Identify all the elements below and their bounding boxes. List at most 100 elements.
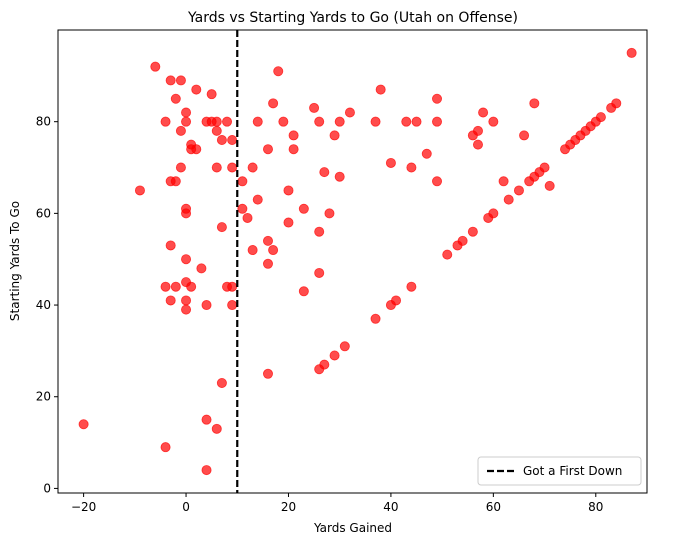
data-point: [626, 47, 637, 58]
data-point: [488, 208, 499, 219]
y-tick-label: 0: [43, 481, 51, 495]
data-point: [196, 263, 207, 274]
data-point: [181, 295, 192, 306]
data-point: [252, 116, 263, 127]
data-point: [211, 116, 222, 127]
data-point: [288, 130, 299, 141]
data-point: [432, 116, 443, 127]
data-point: [262, 235, 273, 246]
data-point: [237, 176, 248, 187]
data-point: [370, 313, 381, 324]
data-point: [216, 222, 227, 233]
y-tick-label: 20: [36, 390, 51, 404]
data-point: [319, 167, 330, 178]
data-point: [222, 116, 233, 127]
x-tick-label: 0: [182, 500, 190, 514]
data-point: [216, 377, 227, 388]
data-point: [268, 245, 279, 256]
data-point: [175, 162, 186, 173]
data-point: [78, 419, 89, 430]
legend-box: [477, 456, 642, 486]
data-point: [488, 116, 499, 127]
data-point: [432, 93, 443, 104]
data-point: [186, 281, 197, 292]
data-point: [227, 281, 238, 292]
data-point: [181, 304, 192, 315]
data-point: [191, 144, 202, 155]
data-point: [227, 135, 238, 146]
data-point: [519, 130, 530, 141]
data-point: [175, 75, 186, 86]
data-point: [227, 300, 238, 311]
data-point: [170, 93, 181, 104]
data-point: [467, 226, 478, 237]
data-point: [539, 162, 550, 173]
y-tick-label: 80: [36, 115, 51, 129]
data-point: [247, 245, 258, 256]
data-point: [324, 208, 335, 219]
data-point: [247, 162, 258, 173]
data-point: [457, 235, 468, 246]
data-point: [211, 162, 222, 173]
data-point: [160, 442, 171, 453]
data-point: [298, 286, 309, 297]
data-point: [211, 423, 222, 434]
data-point: [201, 300, 212, 311]
y-tick-label: 40: [36, 298, 51, 312]
data-point: [314, 267, 325, 278]
data-point: [329, 130, 340, 141]
x-tick-label: 40: [383, 500, 398, 514]
data-point: [175, 125, 186, 136]
data-point: [283, 217, 294, 228]
data-point: [472, 125, 483, 136]
data-point: [421, 148, 432, 159]
data-point: [595, 112, 606, 123]
data-point: [513, 185, 524, 196]
data-point: [370, 116, 381, 127]
data-point: [298, 203, 309, 214]
data-point: [242, 212, 253, 223]
data-point: [201, 414, 212, 425]
data-point: [278, 116, 289, 127]
data-point: [503, 194, 514, 205]
data-point: [206, 89, 217, 100]
data-point: [181, 116, 192, 127]
plot-area: [58, 30, 647, 493]
data-point: [216, 135, 227, 146]
data-point: [334, 171, 345, 182]
x-tick-label: 60: [486, 500, 501, 514]
y-axis-label: Starting Yards To Go: [8, 201, 22, 321]
data-point: [181, 254, 192, 265]
data-point: [160, 281, 171, 292]
data-point: [391, 295, 402, 306]
data-point: [252, 194, 263, 205]
data-point: [170, 281, 181, 292]
chart-title: Yards vs Starting Yards to Go (Utah on O…: [187, 10, 518, 26]
data-point: [314, 226, 325, 237]
data-point: [227, 162, 238, 173]
data-point: [309, 102, 320, 113]
data-point: [314, 116, 325, 127]
data-point: [478, 107, 489, 118]
data-point: [442, 249, 453, 260]
data-point: [165, 75, 176, 86]
data-point: [498, 176, 509, 187]
data-point: [401, 116, 412, 127]
data-point: [170, 176, 181, 187]
data-point: [406, 281, 417, 292]
y-axis-ticks: 0 20 40 60 80: [36, 115, 58, 495]
data-point: [432, 176, 443, 187]
x-axis-label: Yards Gained: [313, 521, 392, 535]
data-point: [472, 139, 483, 150]
data-point: [611, 98, 622, 109]
legend-label: Got a First Down: [523, 464, 622, 478]
scatter-points: [78, 47, 637, 476]
legend: Got a First Down: [477, 456, 642, 486]
data-point: [268, 98, 279, 109]
data-point: [288, 144, 299, 155]
data-point: [385, 157, 396, 168]
data-point: [262, 258, 273, 269]
data-point: [160, 116, 171, 127]
x-axis-ticks: −20 0 20 40 60 80: [71, 493, 603, 514]
data-point: [191, 84, 202, 95]
